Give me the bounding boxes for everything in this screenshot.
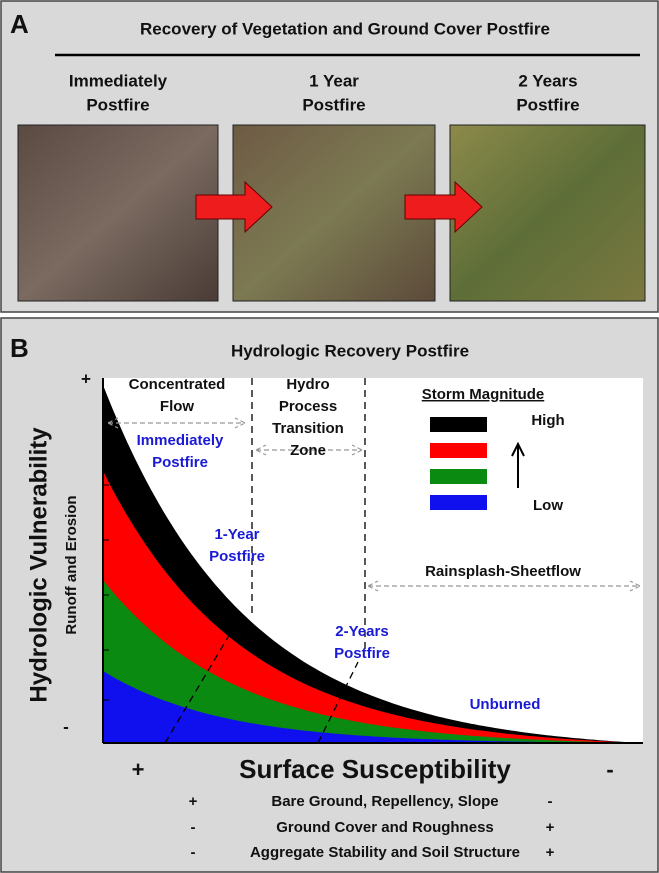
- photo-label: Postfire: [86, 95, 149, 114]
- zone-label: Hydro: [286, 376, 329, 393]
- legend-low: Low: [533, 497, 563, 514]
- factor-sign: -: [191, 819, 196, 836]
- panel-title: Recovery of Vegetation and Ground Cover …: [140, 19, 550, 38]
- factor-sign: +: [189, 793, 198, 810]
- panel-title: Hydrologic Recovery Postfire: [231, 341, 469, 360]
- photo-label: Postfire: [302, 95, 365, 114]
- y-plus: +: [81, 369, 91, 388]
- stage-label: Unburned: [470, 696, 541, 713]
- stage-label: 2-Years: [335, 623, 388, 640]
- factor-sign: -: [191, 844, 196, 861]
- panel-letter: B: [10, 333, 29, 363]
- factor: Aggregate Stability and Soil Structure: [250, 844, 520, 861]
- zone-label: Process: [279, 398, 337, 415]
- y-label: Hydrologic Vulnerability: [25, 427, 52, 703]
- photo-label: 1 Year: [309, 71, 359, 90]
- zone-label: Zone: [290, 442, 326, 459]
- legend-high: High: [531, 412, 564, 429]
- panel-letter: A: [10, 9, 29, 39]
- factor-sign: -: [548, 793, 553, 810]
- figure: A Recovery of Vegetation and Ground Cove…: [0, 0, 659, 873]
- zone-label: Rainsplash-Sheetflow: [425, 563, 581, 580]
- factor-sign: +: [546, 844, 555, 861]
- photo-label: 2 Years: [518, 71, 577, 90]
- zone-label: Concentrated: [129, 376, 226, 393]
- x-label: Surface Susceptibility: [239, 754, 511, 784]
- stage-label: Postfire: [152, 454, 208, 471]
- zone-label: Transition: [272, 420, 344, 437]
- factor: Bare Ground, Repellency, Slope: [271, 793, 498, 810]
- zone-label: Flow: [160, 398, 194, 415]
- legend-swatch: [430, 469, 487, 484]
- photo: [18, 125, 218, 301]
- x-plus: +: [132, 757, 145, 782]
- legend-title: Storm Magnitude: [422, 386, 545, 403]
- photo-label: Immediately: [69, 71, 168, 90]
- photo: [450, 125, 645, 301]
- factor-sign: +: [546, 819, 555, 836]
- legend-swatch: [430, 443, 487, 458]
- stage-label: Postfire: [334, 645, 390, 662]
- stage-label: Immediately: [137, 432, 224, 449]
- legend-swatch: [430, 417, 487, 432]
- legend-swatch: [430, 495, 487, 510]
- factor: Ground Cover and Roughness: [276, 819, 494, 836]
- y-sublabel: Runoff and Erosion: [63, 495, 80, 634]
- photo-label: Postfire: [516, 95, 579, 114]
- stage-label: Postfire: [209, 548, 265, 565]
- stage-label: 1-Year: [214, 526, 259, 543]
- y-minus: -: [63, 717, 69, 736]
- x-minus: -: [606, 757, 613, 782]
